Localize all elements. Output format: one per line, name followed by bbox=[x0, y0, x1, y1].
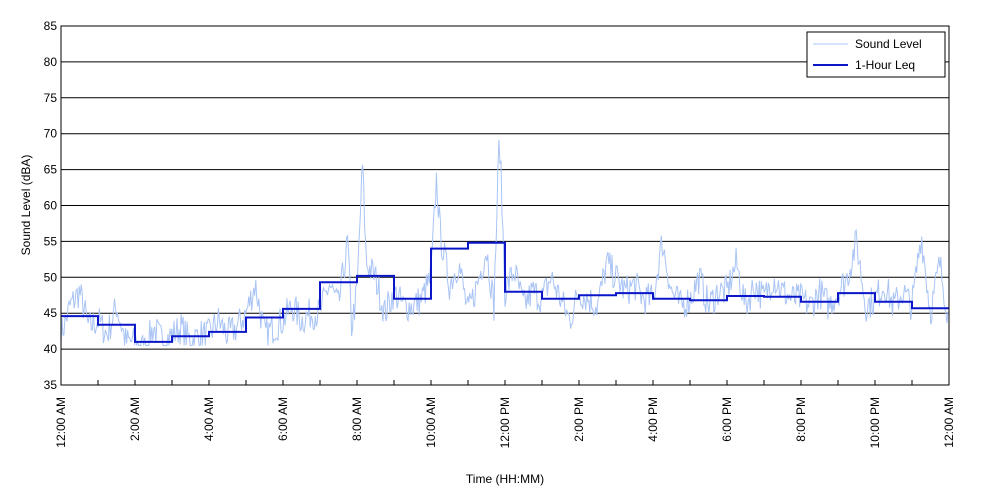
leq-series-line bbox=[61, 241, 949, 343]
y-tick-label: 60 bbox=[44, 199, 58, 213]
y-tick-label: 35 bbox=[44, 378, 58, 392]
x-tick-label: 4:00 PM bbox=[646, 397, 660, 442]
y-tick-label: 75 bbox=[44, 91, 58, 105]
plot-frame bbox=[60, 25, 950, 386]
y-axis-label: Sound Level (dBA) bbox=[19, 155, 33, 256]
x-tick-labels: 12:00 AM 2:00 AM 4:00 AM 6:00 AM 8:00 AM 10:0… bbox=[54, 397, 956, 448]
x-tick-label: 6:00 PM bbox=[720, 397, 734, 442]
x-tick-label: 4:00 AM bbox=[202, 397, 216, 441]
x-tick-label: 12:00 AM bbox=[942, 397, 956, 448]
y-tick-label: 70 bbox=[44, 127, 58, 141]
x-tick-label: 8:00 PM bbox=[794, 397, 808, 442]
x-tick-label: 8:00 AM bbox=[350, 397, 364, 441]
x-axis-label: Time (HH:MM) bbox=[466, 472, 544, 486]
y-tick-label: 85 bbox=[44, 19, 58, 33]
y-tick-label: 80 bbox=[44, 55, 58, 69]
legend: Sound Level 1-Hour Leq bbox=[806, 31, 946, 78]
x-tick-label: 10:00 AM bbox=[424, 397, 438, 448]
y-tick-label: 50 bbox=[44, 270, 58, 284]
y-tick-label: 65 bbox=[44, 163, 58, 177]
y-tick-label: 40 bbox=[44, 342, 58, 356]
legend-box bbox=[806, 31, 946, 78]
x-tick-label: 12:00 AM bbox=[54, 397, 68, 448]
sound-level-series-line bbox=[60, 139, 950, 346]
x-tick-label: 12:00 PM bbox=[498, 397, 512, 448]
x-tick-label: 2:00 AM bbox=[128, 397, 142, 441]
y-tick-labels: 35 40 45 50 55 60 65 70 75 80 85 bbox=[44, 19, 58, 392]
x-tick-label: 6:00 AM bbox=[276, 397, 290, 441]
x-tick-label: 10:00 PM bbox=[868, 397, 882, 448]
y-tick-label: 45 bbox=[44, 306, 58, 320]
legend-sound-level-label: Sound Level bbox=[855, 37, 922, 51]
legend-leq-label: 1-Hour Leq bbox=[855, 58, 915, 72]
x-tick-label: 2:00 PM bbox=[572, 397, 586, 442]
y-tick-label: 55 bbox=[44, 234, 58, 248]
